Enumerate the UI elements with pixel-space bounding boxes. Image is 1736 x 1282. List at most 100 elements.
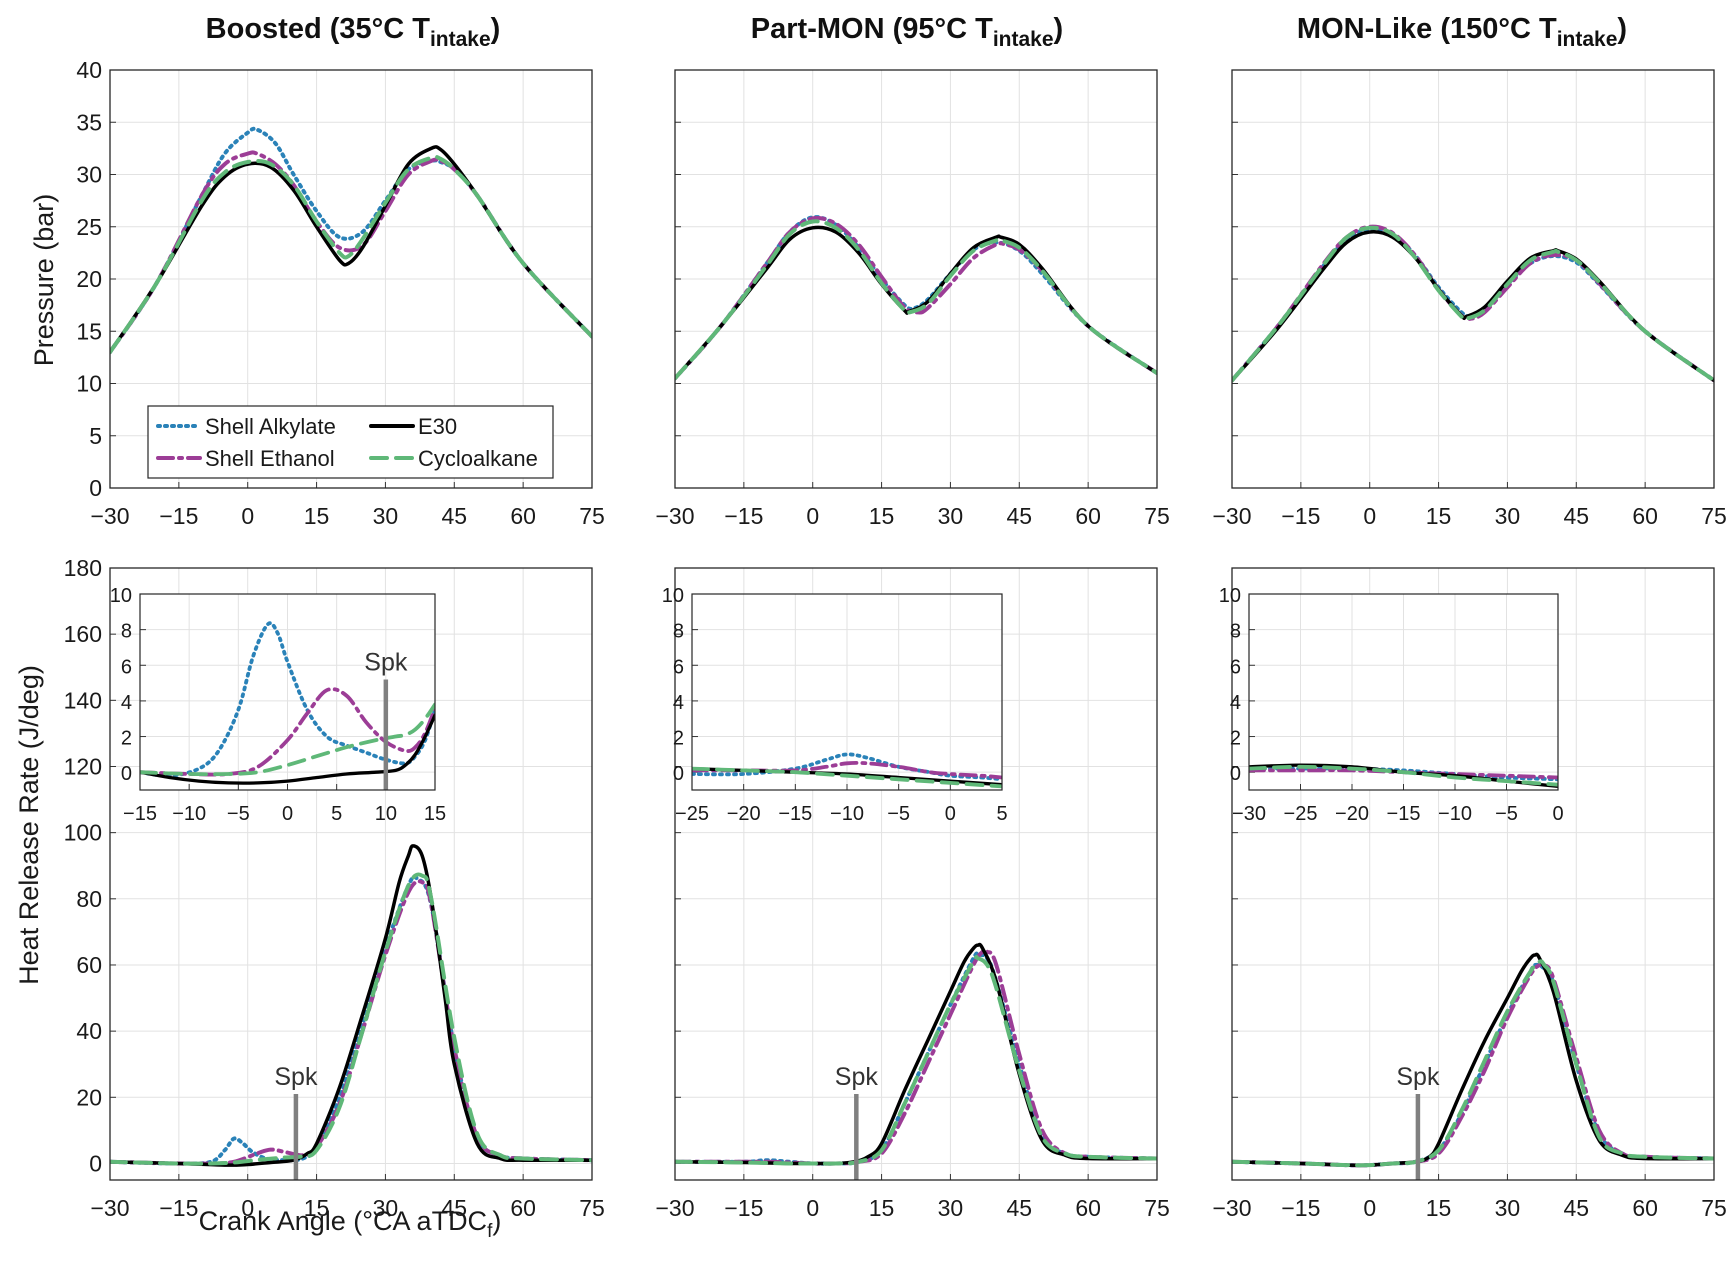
pressure-mon-like-x-tick-label: 0 bbox=[1363, 503, 1376, 529]
hrr-boosted-inset-x-tick-label: 5 bbox=[331, 803, 342, 825]
legend-label-shell-alkylate: Shell Alkylate bbox=[205, 414, 336, 439]
pressure-part-mon-x-tick-label: 60 bbox=[1075, 503, 1101, 529]
pressure-boosted-y-tick-label: 15 bbox=[76, 318, 102, 344]
pressure-boosted-x-tick-label: 60 bbox=[510, 503, 536, 529]
hrr-boosted-series-group bbox=[110, 844, 592, 1167]
hrr-mon-like-inset-series-cycloalkane bbox=[1249, 764, 1558, 787]
hrr-part-mon-x-tick-label: 75 bbox=[1144, 1195, 1170, 1221]
pressure-boosted-frame bbox=[109, 69, 593, 489]
hrr-mon-like-inset-x-tick-label: −20 bbox=[1335, 803, 1369, 825]
hrr-part-mon-series-cycloalkane bbox=[675, 954, 1157, 1166]
hrr-part-mon-inset-y-tick-label: 10 bbox=[662, 585, 684, 607]
hrr-mon-like-inset-y-tick-label: 8 bbox=[1230, 621, 1241, 643]
hrr-boosted-y-tick-label: 160 bbox=[64, 621, 102, 647]
hrr-part-mon-inset-x-tick-label: −20 bbox=[727, 803, 761, 825]
hrr-boosted-spark-label: Spk bbox=[274, 1063, 318, 1091]
hrr-mon-like-series-e30 bbox=[1232, 952, 1714, 1168]
hrr-boosted-inset-frame bbox=[139, 593, 436, 791]
pressure-part-mon-x-tick-label: 30 bbox=[938, 503, 964, 529]
hrr-boosted-inset-x-tick-label: 0 bbox=[282, 803, 293, 825]
legend-box bbox=[147, 405, 554, 479]
hrr-boosted-y-tick-label: 100 bbox=[64, 820, 102, 846]
pressure-part-mon-series-group bbox=[675, 215, 1157, 381]
column-title-mon-like: MON-Like (150°C Tintake) bbox=[1297, 13, 1627, 51]
hrr-boosted-inset-series-group bbox=[140, 621, 435, 785]
hrr-mon-like-inset-y-tick-label: 6 bbox=[1230, 656, 1241, 678]
hrr-boosted-inset-y-tick-label: 0 bbox=[121, 763, 132, 785]
hrr-boosted-y-tick-label: 20 bbox=[76, 1084, 102, 1110]
hrr-boosted-y-tick-label: 60 bbox=[76, 952, 102, 978]
hrr-mon-like-x-tick-label: 0 bbox=[1363, 1195, 1376, 1221]
hrr-mon-like-inset-x-tick-label: −25 bbox=[1284, 803, 1318, 825]
hrr-boosted-y-tick-label: 80 bbox=[76, 886, 102, 912]
hrr-boosted-frame bbox=[109, 567, 593, 1181]
pressure-part-mon-x-tick-label: −15 bbox=[724, 503, 763, 529]
y-axis-label-pressure: Pressure (bar) bbox=[29, 194, 59, 367]
hrr-mon-like-x-tick-label: −15 bbox=[1281, 1195, 1320, 1221]
pressure-part-mon-series-cycloalkane bbox=[675, 219, 1157, 381]
hrr-boosted-inset-series-e30 bbox=[140, 713, 435, 785]
hrr-boosted-y-tick-label: 180 bbox=[64, 555, 102, 581]
hrr-part-mon-inset-x-tick-label: −5 bbox=[887, 803, 910, 825]
pressure-boosted-series-cycloalkane bbox=[110, 154, 592, 355]
pressure-boosted-x-tick-label: 30 bbox=[373, 503, 399, 529]
hrr-mon-like-x-tick-label: 45 bbox=[1563, 1195, 1589, 1221]
pressure-part-mon-frame bbox=[674, 69, 1158, 489]
hrr-part-mon-inset-x-tick-label: 5 bbox=[996, 803, 1007, 825]
legend-label-e30: E30 bbox=[418, 414, 457, 439]
hrr-part-mon-inset-x-tick-label: −25 bbox=[675, 803, 709, 825]
pressure-boosted-x-tick-label: −15 bbox=[159, 503, 198, 529]
hrr-boosted-y-tick-label: 120 bbox=[64, 753, 102, 779]
pressure-part-mon-x-tick-label: 15 bbox=[869, 503, 895, 529]
hrr-boosted-x-tick-label: −30 bbox=[90, 1195, 129, 1221]
pressure-boosted-x-tick-label: 0 bbox=[241, 503, 254, 529]
hrr-part-mon-spark-label: Spk bbox=[835, 1063, 879, 1091]
hrr-mon-like-inset: −30 −25 −20 −15 −10 −5 0 0 2 4 6 8 10 bbox=[1219, 585, 1564, 825]
pressure-mon-like-x-tick-label: 60 bbox=[1632, 503, 1658, 529]
hrr-part-mon-inset-y-tick-label: 8 bbox=[673, 621, 684, 643]
hrr-boosted-inset-spark-label: Spk bbox=[364, 649, 408, 677]
hrr-mon-like-inset-x-tick-label: −5 bbox=[1495, 803, 1518, 825]
hrr-mon-like-inset-x-tick-label: −10 bbox=[1438, 803, 1472, 825]
hrr-part-mon-x-tick-label: −30 bbox=[655, 1195, 694, 1221]
hrr-mon-like-x-tick-label: 30 bbox=[1495, 1195, 1521, 1221]
hrr-boosted-series-cycloalkane bbox=[110, 872, 592, 1166]
hrr-mon-like-inset-x-tick-label: −30 bbox=[1232, 803, 1266, 825]
hrr-boosted-inset-x-tick-label: −15 bbox=[123, 803, 157, 825]
hrr-boosted-inset-x-tick-label: −10 bbox=[172, 803, 206, 825]
hrr-boosted-x-tick-label: 60 bbox=[510, 1195, 536, 1221]
hrr-part-mon-inset-x-tick-label: −15 bbox=[778, 803, 812, 825]
hrr-part-mon-inset-y-tick-label: 2 bbox=[673, 728, 684, 750]
x-axis-label-crank-angle: Crank Angle (°CA aTDCf) bbox=[199, 1206, 502, 1242]
hrr-mon-like-inset-x-tick-label: −15 bbox=[1387, 803, 1421, 825]
pressure-mon-like-series-group bbox=[1232, 224, 1714, 383]
pressure-boosted-y-tick-label: 30 bbox=[76, 162, 102, 188]
hrr-part-mon-inset-y-tick-label: 4 bbox=[673, 692, 684, 714]
pressure-mon-like-x-tick-label: −15 bbox=[1281, 503, 1320, 529]
hrr-mon-like-inset-x-tick-label: 0 bbox=[1552, 803, 1563, 825]
y-axis-label-heat-release: Heat Release Rate (J/deg) bbox=[14, 665, 44, 985]
hrr-boosted-x-tick-label: 30 bbox=[373, 1195, 399, 1221]
pressure-part-mon-x-tick-label: 45 bbox=[1006, 503, 1032, 529]
hrr-boosted-inset-y-tick-label: 2 bbox=[121, 728, 132, 750]
hrr-part-mon-inset-series-group bbox=[692, 752, 1002, 789]
hrr-boosted-inset-x-tick-label: 15 bbox=[424, 803, 446, 825]
pressure-mon-like-x-tick-label: 75 bbox=[1701, 503, 1727, 529]
pressure-mon-like-series-cycloalkane bbox=[1232, 225, 1714, 383]
hrr-part-mon-x-tick-label: 0 bbox=[806, 1195, 819, 1221]
pressure-boosted-y-tick-label: 5 bbox=[89, 423, 102, 449]
hrr-part-mon-inset-frame bbox=[691, 593, 1003, 791]
pressure-boosted-y-tick-label: 0 bbox=[89, 475, 102, 501]
pressure-mon-like-frame bbox=[1231, 69, 1715, 489]
hrr-part-mon-inset-series-cycloalkane bbox=[692, 766, 1002, 789]
hrr-part-mon-x-tick-label: 45 bbox=[1006, 1195, 1032, 1221]
pressure-boosted-x-tick-label: −30 bbox=[90, 503, 129, 529]
hrr-mon-like-x-tick-label: −30 bbox=[1212, 1195, 1251, 1221]
hrr-boosted-inset-y-tick-label: 10 bbox=[110, 585, 132, 607]
hrr-mon-like-x-tick-label: 75 bbox=[1701, 1195, 1727, 1221]
hrr-boosted-y-tick-label: 140 bbox=[64, 687, 102, 713]
hrr-boosted-series-e30 bbox=[110, 844, 592, 1167]
hrr-boosted-y-tick-label: 0 bbox=[89, 1150, 102, 1176]
hrr-boosted-inset-x-tick-label: 10 bbox=[375, 803, 397, 825]
